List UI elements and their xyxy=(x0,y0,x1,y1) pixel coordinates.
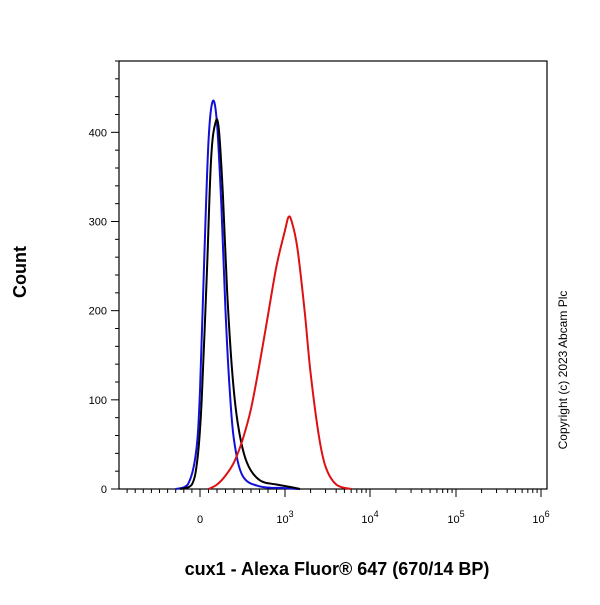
x-tick-label: 104 xyxy=(361,509,378,526)
y-tick-label: 0 xyxy=(101,484,107,496)
y-axis: 0 100 200 300 400 xyxy=(89,60,119,496)
y-tick-label: 400 xyxy=(89,127,107,139)
copyright-annotation: Copyright (c) 2023 Abcam Plc xyxy=(556,291,570,450)
histogram-series-1 xyxy=(175,99,301,490)
x-axis: 0 103 104 105 106 xyxy=(126,489,550,526)
x-tick-label: 106 xyxy=(532,509,549,526)
x-tick-label: 0 xyxy=(197,514,203,526)
x-tick-label: 103 xyxy=(276,509,293,526)
y-tick-label: 300 xyxy=(89,217,107,229)
x-tick-label: 105 xyxy=(447,509,464,526)
plot-frame xyxy=(118,60,548,490)
y-tick-label: 200 xyxy=(89,306,107,318)
histogram-series-2 xyxy=(179,118,301,490)
x-axis-label: cux1 - Alexa Fluor® 647 (670/14 BP) xyxy=(185,559,490,579)
histogram-series-3 xyxy=(208,215,352,490)
y-axis-label: Count xyxy=(10,246,30,298)
y-tick-label: 100 xyxy=(89,395,107,407)
series-layer xyxy=(175,99,352,490)
